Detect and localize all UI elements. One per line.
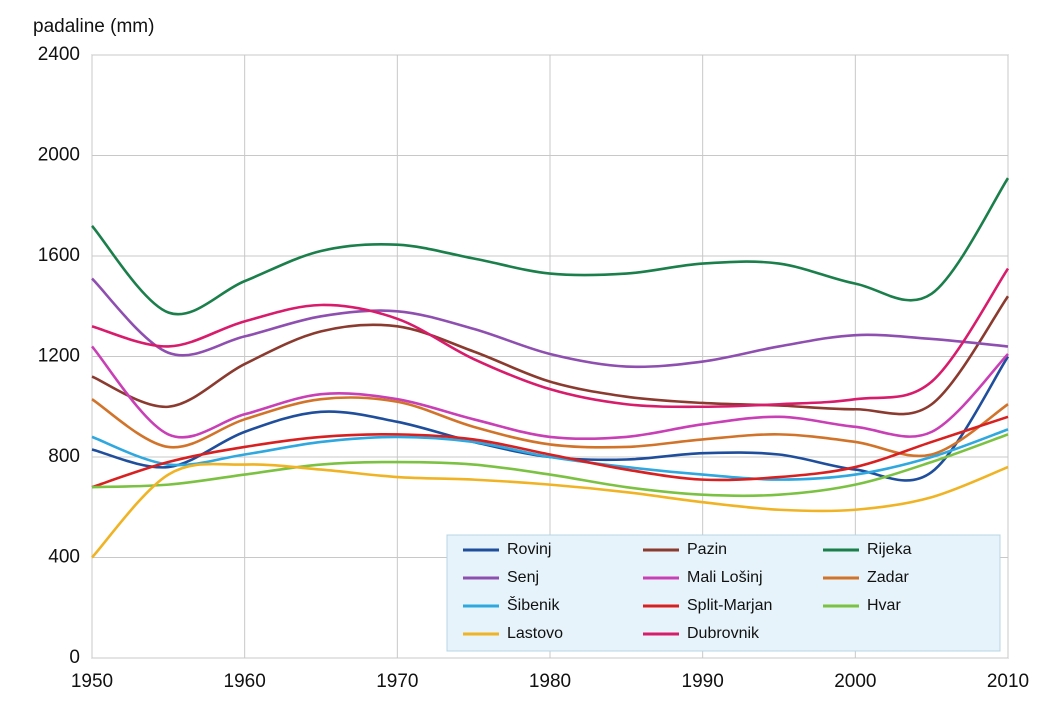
legend-box <box>446 534 1001 652</box>
series-line <box>91 396 1009 458</box>
series-line <box>91 277 1009 369</box>
y-tick-label: 800 <box>48 446 80 467</box>
series-line <box>91 415 1009 489</box>
series-line <box>91 177 1010 316</box>
y-tick-label: 1600 <box>38 245 80 266</box>
legend-label: Pazin <box>687 541 727 558</box>
legend-label: Hvar <box>867 597 901 614</box>
y-tick-label: 2000 <box>38 145 80 166</box>
legend-label: Lastovo <box>507 625 563 642</box>
x-tick-label: 1970 <box>376 671 418 692</box>
legend-label: Split-Marjan <box>687 597 772 614</box>
x-tick-label: 2010 <box>987 671 1029 692</box>
y-axis-label: padaline (mm) <box>33 16 154 37</box>
x-tick-label: 1950 <box>71 671 113 692</box>
series-line <box>91 295 1010 416</box>
legend-label: Šibenik <box>507 595 560 614</box>
legend-label: Senj <box>507 569 539 586</box>
legend-label: Rijeka <box>867 541 912 558</box>
series-line <box>91 433 1009 498</box>
legend-label: Zadar <box>867 569 909 586</box>
y-tick-label: 400 <box>48 547 80 568</box>
legend-label: Mali Lošinj <box>687 569 763 586</box>
legend-label: Rovinj <box>507 541 551 558</box>
x-tick-label: 2000 <box>834 671 876 692</box>
series-line <box>91 267 1010 409</box>
legend: Rovinj Pazin Rijeka Senj Mali Lošinj Zadar Šib… <box>446 534 1001 652</box>
x-tick-label: 1990 <box>682 671 724 692</box>
y-tick-label: 1200 <box>38 346 80 367</box>
y-tick-label: 2400 <box>38 44 80 65</box>
legend-label: Dubrovnik <box>687 625 760 642</box>
y-tick-label: 0 <box>69 647 80 668</box>
x-tick-label: 1960 <box>224 671 266 692</box>
series-line <box>91 428 1009 481</box>
x-tick-label: 1980 <box>529 671 571 692</box>
series-line <box>91 462 1009 559</box>
series-line <box>91 345 1009 441</box>
